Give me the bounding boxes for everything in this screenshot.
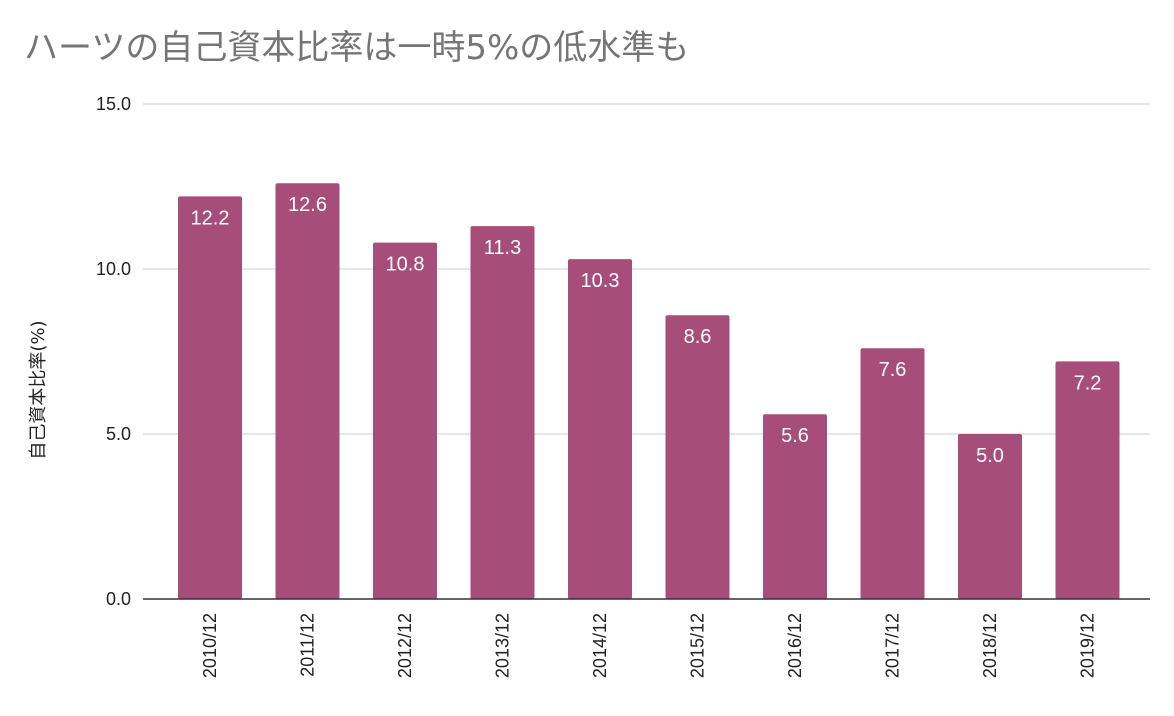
- x-tick-label: 2015/12: [688, 613, 708, 678]
- x-tick-label: 2011/12: [298, 613, 318, 677]
- x-tick-label: 2017/12: [883, 613, 903, 678]
- bar: [1055, 361, 1120, 599]
- y-tick-label: 15.0: [96, 94, 131, 114]
- x-tick-label: 2019/12: [1078, 613, 1098, 678]
- bar: [860, 348, 925, 599]
- x-tick-label: 2012/12: [395, 613, 415, 678]
- data-label: 12.6: [288, 194, 327, 216]
- bar: [178, 196, 242, 599]
- bar: [275, 183, 340, 599]
- bar: [665, 315, 730, 599]
- x-tick-label: 2014/12: [590, 613, 610, 678]
- data-label: 5.6: [781, 425, 809, 447]
- y-tick-label: 5.0: [106, 424, 131, 444]
- bar: [568, 259, 632, 599]
- data-label: 10.3: [581, 270, 620, 292]
- data-label: 5.0: [976, 445, 1004, 467]
- bar: [763, 414, 827, 599]
- data-label: 11.3: [484, 237, 521, 259]
- x-tick-label: 2018/12: [980, 613, 1000, 678]
- data-label: 12.2: [191, 207, 230, 229]
- y-tick-label: 10.0: [96, 259, 131, 279]
- bar: [373, 242, 437, 599]
- data-label: 10.8: [386, 254, 425, 276]
- data-label: 7.6: [879, 359, 907, 381]
- x-tick-label: 2010/12: [200, 613, 220, 678]
- x-tick-label: 2013/12: [493, 613, 513, 678]
- data-label: 7.2: [1074, 372, 1102, 394]
- chart-title: ハーツの自己資本比率は一時5%の低水準も: [24, 28, 690, 68]
- y-tick-label: 0.0: [106, 589, 131, 609]
- x-tick-label: 2016/12: [785, 613, 805, 678]
- bar: [470, 226, 535, 599]
- data-label: 8.6: [684, 326, 712, 348]
- bar: [958, 434, 1022, 599]
